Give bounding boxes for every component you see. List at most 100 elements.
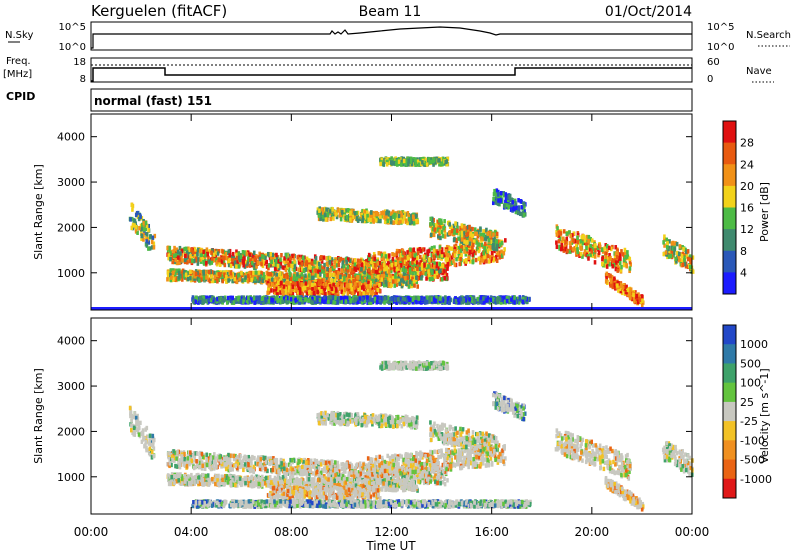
heatmap-cell [202, 249, 205, 255]
heatmap-cell [343, 269, 346, 274]
heatmap-cell [424, 255, 427, 260]
heatmap-cell [483, 254, 486, 260]
heatmap-cell [519, 211, 523, 217]
heatmap-cell [365, 279, 369, 285]
heatmap-cell [446, 256, 450, 261]
heatmap-cell [427, 248, 431, 254]
heatmap-cell [433, 227, 437, 232]
heatmap-cell [140, 222, 144, 228]
heatmap-cell [431, 227, 435, 232]
heatmap-cell [437, 227, 440, 232]
heatmap-cell [597, 252, 600, 258]
heatmap-cell [289, 276, 293, 282]
heatmap-cell [311, 282, 314, 288]
heatmap-cell [332, 272, 335, 277]
heatmap-cell [142, 232, 145, 238]
heatmap-cell [576, 235, 579, 241]
heatmap-cell [342, 208, 346, 213]
heatmap-cell [318, 277, 322, 282]
heatmap-cell [622, 262, 626, 268]
heatmap-cell [421, 247, 424, 252]
heatmap-cell [349, 217, 352, 222]
heatmap-cell [454, 237, 458, 243]
heatmap-cell [189, 276, 192, 281]
heatmap-cell [308, 290, 311, 295]
heatmap-cell [512, 206, 516, 212]
heatmap-cell [379, 218, 382, 224]
heatmap-cell [349, 283, 353, 288]
frequency-panel: Freq. [MHz] 18 8 60 0 Nave [3, 56, 774, 85]
heatmap-cell [196, 251, 199, 257]
heatmap-cell [576, 249, 580, 255]
heatmap-cell [287, 281, 290, 286]
heatmap-cell [285, 252, 288, 258]
heatmap-cell [304, 281, 308, 286]
power-heatmap [91, 156, 695, 310]
heatmap-cell [368, 256, 371, 262]
heatmap-cell [210, 250, 213, 255]
heatmap-cell [173, 245, 176, 251]
heatmap-cell [427, 157, 431, 162]
heatmap-cell [407, 274, 411, 280]
heatmap-cell [558, 236, 562, 242]
heatmap-cell [418, 254, 422, 260]
heatmap-cell [472, 239, 476, 244]
heatmap-cell [198, 257, 202, 262]
heatmap-cell [497, 201, 500, 207]
heatmap-cell [149, 234, 152, 239]
heatmap-cell [446, 266, 449, 271]
heatmap-cell [407, 162, 410, 167]
heatmap-cell [619, 268, 623, 273]
heatmap-cell [166, 277, 169, 282]
heatmap-cell [246, 261, 250, 266]
heatmap-cell [411, 260, 414, 265]
heatmap-cell [300, 262, 304, 267]
heatmap-cell [620, 290, 624, 296]
heatmap-cell [142, 220, 146, 226]
heatmap-cell [636, 299, 640, 305]
heatmap-cell [633, 299, 636, 304]
heatmap-cell [321, 283, 324, 288]
heatmap-cell [166, 250, 170, 255]
heatmap-cell [495, 243, 499, 249]
heatmap-cell [414, 271, 417, 276]
heatmap-cell [366, 288, 370, 293]
heatmap-cell [576, 247, 579, 252]
heatmap-cell [316, 289, 319, 295]
heatmap-cell [335, 288, 338, 293]
heatmap-cell [270, 277, 274, 283]
heatmap-cell [251, 275, 255, 280]
heatmap-cell [212, 257, 216, 263]
heatmap-cell [468, 241, 471, 246]
heatmap-cell [184, 272, 188, 277]
heatmap-cell [130, 225, 134, 231]
heatmap-cell [431, 230, 434, 235]
heatmap-cell [409, 270, 412, 275]
heatmap-cell [423, 266, 427, 272]
heatmap-cell [285, 280, 288, 286]
heatmap-cell [280, 280, 283, 286]
heatmap-cell [445, 272, 449, 278]
heatmap-cell [441, 156, 445, 161]
heatmap-cell [453, 246, 457, 252]
heatmap-cell [412, 256, 415, 262]
heatmap-cell [286, 292, 290, 297]
heatmap-cell [287, 285, 291, 291]
heatmap-cell [217, 248, 220, 254]
heatmap-cell [145, 243, 149, 248]
heatmap-cell [147, 246, 150, 251]
heatmap-cell [430, 264, 434, 269]
heatmap-cell [331, 291, 335, 297]
heatmap-cell [317, 216, 321, 222]
heatmap-cell [227, 249, 231, 254]
heatmap-cell [683, 255, 686, 260]
heatmap-cell [480, 257, 484, 263]
heatmap-cell [169, 251, 172, 256]
heatmap-cell [329, 216, 333, 222]
heatmap-cell [317, 286, 321, 292]
heatmap-cell [206, 269, 209, 275]
heatmap-cell [367, 284, 370, 290]
heatmap-cell [429, 274, 433, 279]
heatmap-cell [601, 261, 604, 267]
heatmap-cell [420, 270, 423, 276]
